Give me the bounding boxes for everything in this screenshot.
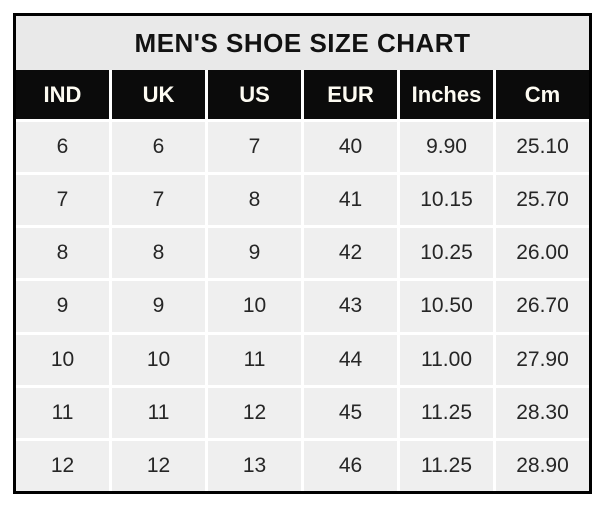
table-cell-r1-uk: 6	[112, 122, 205, 173]
table-cell-r3-cm: 26.00	[496, 228, 589, 279]
table-cell-r6-uk: 11	[112, 387, 205, 438]
table-cell-r3-inches: 10.25	[400, 228, 493, 279]
table-cell-r7-ind: 12	[16, 440, 109, 491]
table-cell-r7-cm: 28.90	[496, 440, 589, 491]
table-title: MEN'S SHOE SIZE CHART	[16, 16, 589, 70]
table-cell-r2-eur: 41	[304, 175, 397, 226]
table-cell-r1-eur: 40	[304, 122, 397, 173]
table-cell-r6-inches: 11.25	[400, 387, 493, 438]
table-cell-r3-uk: 8	[112, 228, 205, 279]
table-cell-r5-ind: 10	[16, 334, 109, 385]
table-cell-r7-eur: 46	[304, 440, 397, 491]
table-cell-r4-eur: 43	[304, 281, 397, 332]
table-cell-r5-uk: 10	[112, 334, 205, 385]
table-cell-r6-eur: 45	[304, 387, 397, 438]
table-cell-r1-ind: 6	[16, 122, 109, 173]
table-cell-r6-cm: 28.30	[496, 387, 589, 438]
table-cell-r4-cm: 26.70	[496, 281, 589, 332]
table-cell-r4-ind: 9	[16, 281, 109, 332]
column-header-eur: EUR	[304, 70, 397, 119]
table-cell-r5-cm: 27.90	[496, 334, 589, 385]
table-cell-r3-ind: 8	[16, 228, 109, 279]
column-header-ind: IND	[16, 70, 109, 119]
column-header-uk: UK	[112, 70, 205, 119]
shoe-size-chart-table: MEN'S SHOE SIZE CHART IND UK US EUR Inches Cm…	[13, 13, 592, 494]
table-cell-r7-inches: 11.25	[400, 440, 493, 491]
table-cell-r4-inches: 10.50	[400, 281, 493, 332]
table-grid: IND UK US EUR Inches Cm 6 6 7 40 9.90 25.10 7 7 8 41 10.…	[16, 70, 589, 491]
table-cell-r1-cm: 25.10	[496, 122, 589, 173]
table-cell-r4-uk: 9	[112, 281, 205, 332]
column-header-inches: Inches	[400, 70, 493, 119]
table-cell-r2-ind: 7	[16, 175, 109, 226]
table-cell-r7-us: 13	[208, 440, 301, 491]
table-cell-r1-inches: 9.90	[400, 122, 493, 173]
table-cell-r5-eur: 44	[304, 334, 397, 385]
table-cell-r6-us: 12	[208, 387, 301, 438]
table-cell-r4-us: 10	[208, 281, 301, 332]
table-cell-r3-eur: 42	[304, 228, 397, 279]
table-cell-r3-us: 9	[208, 228, 301, 279]
table-cell-r2-inches: 10.15	[400, 175, 493, 226]
column-header-cm: Cm	[496, 70, 589, 119]
column-header-us: US	[208, 70, 301, 119]
table-cell-r2-uk: 7	[112, 175, 205, 226]
table-cell-r7-uk: 12	[112, 440, 205, 491]
table-cell-r6-ind: 11	[16, 387, 109, 438]
table-cell-r1-us: 7	[208, 122, 301, 173]
table-cell-r5-us: 11	[208, 334, 301, 385]
table-cell-r2-us: 8	[208, 175, 301, 226]
table-cell-r5-inches: 11.00	[400, 334, 493, 385]
table-cell-r2-cm: 25.70	[496, 175, 589, 226]
